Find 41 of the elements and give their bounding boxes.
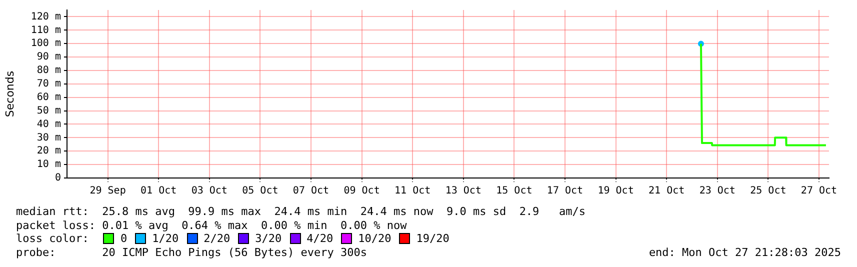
x-tick-label: 13 Oct xyxy=(445,186,482,197)
legend-label: 0 xyxy=(120,232,128,245)
text: median rtt: 25.8 ms avg 99.9 ms max 24.4 ms min 24.4 ms now 9.0 ms sd 2.9 am/s xyxy=(16,205,586,219)
x-tick-label: 03 Oct xyxy=(191,186,228,197)
y-tick-label: 50 m xyxy=(36,105,61,116)
x-tick-label: 09 Oct xyxy=(344,186,380,197)
x-tick-label: 11 Oct xyxy=(394,186,431,197)
y-tick-label: 0 xyxy=(54,172,61,184)
legend-label: 19/20 xyxy=(416,232,450,245)
y-tick-label: 100 m xyxy=(30,38,61,50)
x-tick-label: 17 Oct xyxy=(546,186,584,197)
y-axis-title: Seconds xyxy=(3,70,16,118)
y-tick-label: 30 m xyxy=(36,132,61,144)
x-tick-label: 05 Oct xyxy=(242,186,278,197)
x-tick-label: 01 Oct xyxy=(140,186,177,197)
legend-label: 10/20 xyxy=(358,232,392,245)
y-tick-label: 120 m xyxy=(30,11,61,22)
x-tick-label: 29 Sep xyxy=(90,186,126,197)
legend-title: loss color: xyxy=(16,232,90,245)
y-tick-label: 80 m xyxy=(36,65,61,76)
y-tick-label: 70 m xyxy=(36,78,61,90)
y-tick-label: 40 m xyxy=(36,118,61,130)
y-tick-label: 90 m xyxy=(36,52,61,63)
text: packet loss: 0.01 % avg 0.64 % max 0.00 % min 0.00 % now xyxy=(16,219,407,233)
text: end: Mon Oct 27 21:28:03 2025 xyxy=(648,246,841,259)
x-tick-label: 25 Oct xyxy=(750,186,786,197)
x-tick-label: 19 Oct xyxy=(598,186,634,197)
y-tick-label: 110 m xyxy=(30,24,61,36)
x-tick-label: 23 Oct xyxy=(699,186,736,197)
legend-label: 4/20 xyxy=(306,232,334,245)
legend-label: 2/20 xyxy=(204,232,230,245)
x-tick-label: 21 Oct xyxy=(648,186,685,197)
x-tick-label: 15 Oct xyxy=(496,186,532,197)
y-tick-label: 60 m xyxy=(36,92,61,103)
legend-label: 3/20 xyxy=(255,232,282,245)
y-tick-label: 20 m xyxy=(36,146,61,157)
text: probe: 20 ICMP Echo Pings (56 Bytes) every 300s xyxy=(16,246,367,260)
x-tick-label: 07 Oct xyxy=(292,186,330,197)
y-tick-label: 10 m xyxy=(36,159,61,170)
x-tick-label: 27 Oct xyxy=(800,186,838,197)
legend-label: 1/20 xyxy=(152,232,179,245)
